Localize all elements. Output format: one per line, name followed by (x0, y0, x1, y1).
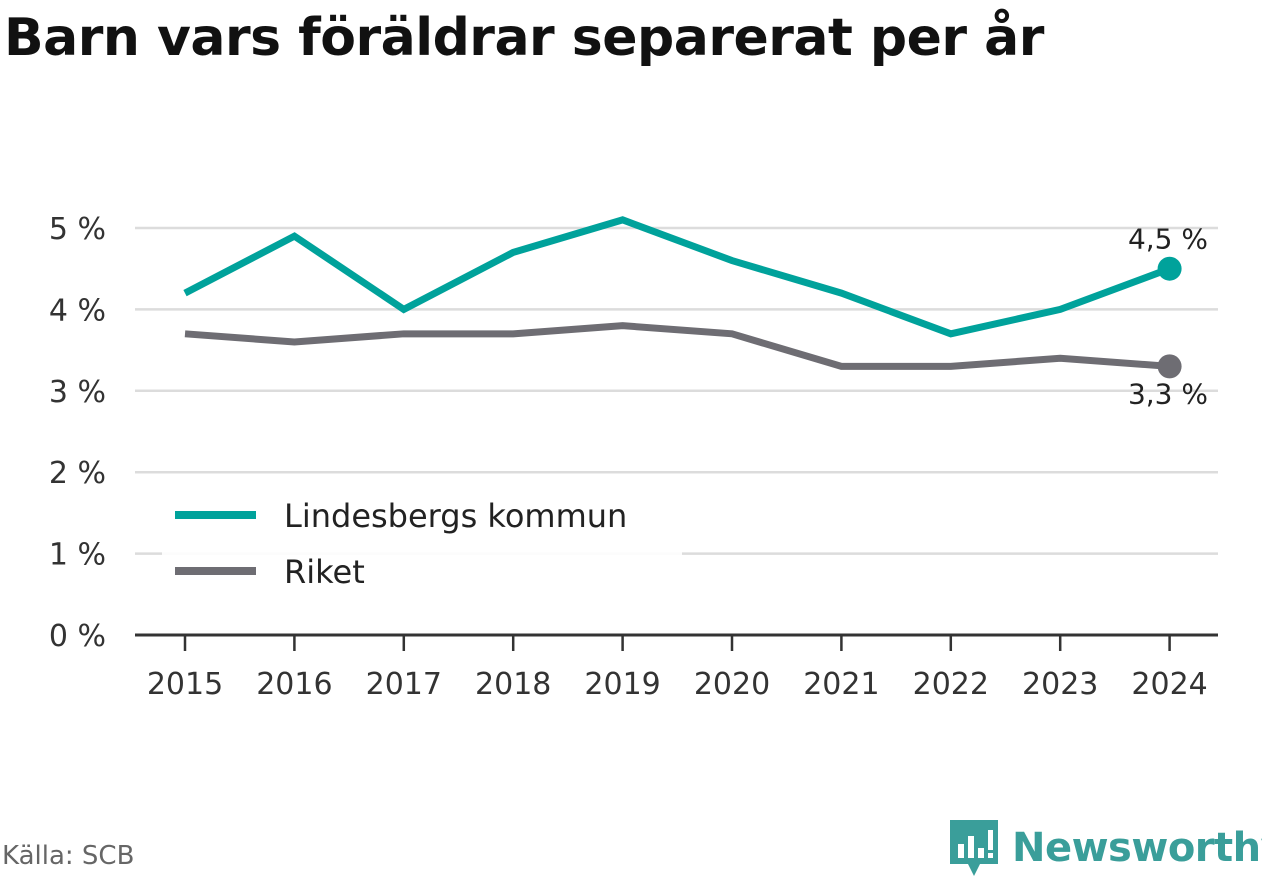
x-tick-label: 2020 (694, 667, 770, 702)
legend-label: Riket (284, 553, 365, 591)
x-tick-label: 2016 (256, 667, 332, 702)
x-tick-label: 2015 (147, 667, 223, 702)
chart-title: Barn vars föräldrar separerat per år (4, 8, 1044, 68)
y-tick-label: 3 % (49, 375, 106, 410)
end-point (1157, 256, 1182, 281)
x-tick-label: 2022 (913, 667, 989, 702)
brand-name: Newsworthy (1012, 825, 1262, 871)
x-tick-label: 2017 (366, 667, 442, 702)
y-tick-label: 1 % (49, 538, 106, 573)
y-tick-label: 5 % (49, 212, 106, 247)
x-tick-label: 2024 (1131, 667, 1207, 702)
series-lines (183, 216, 1182, 379)
series-line (183, 216, 1171, 338)
x-tick-label: 2019 (584, 667, 660, 702)
legend-background (162, 490, 682, 600)
end-labels: 4,5 % 3,3 % (1128, 223, 1208, 411)
end-value-label: 4,5 % (1128, 223, 1208, 256)
series-line (184, 322, 1170, 370)
x-tick-label: 2023 (1022, 667, 1098, 702)
x-tick-label: 2021 (803, 667, 879, 702)
legend-label: Lindesbergs kommun (284, 497, 627, 535)
y-axis-ticks: 0 % 1 % 2 % 3 % 4 % 5 % (49, 212, 106, 654)
y-tick-label: 4 % (49, 293, 106, 328)
legend: Lindesbergs kommun Riket (162, 490, 682, 600)
end-value-label: 3,3 % (1128, 377, 1208, 410)
end-point (1157, 354, 1182, 379)
x-axis: 2015 2016 2017 2018 2019 2020 2021 2022 2023 2024 (135, 633, 1218, 702)
brand-logo: Newsworthy (948, 818, 1262, 878)
source-label: Källa: SCB (2, 841, 135, 871)
y-tick-label: 2 % (49, 456, 106, 491)
y-tick-label: 0 % (49, 619, 106, 654)
x-tick-label: 2018 (475, 667, 551, 702)
newsworthy-logo-icon (950, 820, 998, 876)
